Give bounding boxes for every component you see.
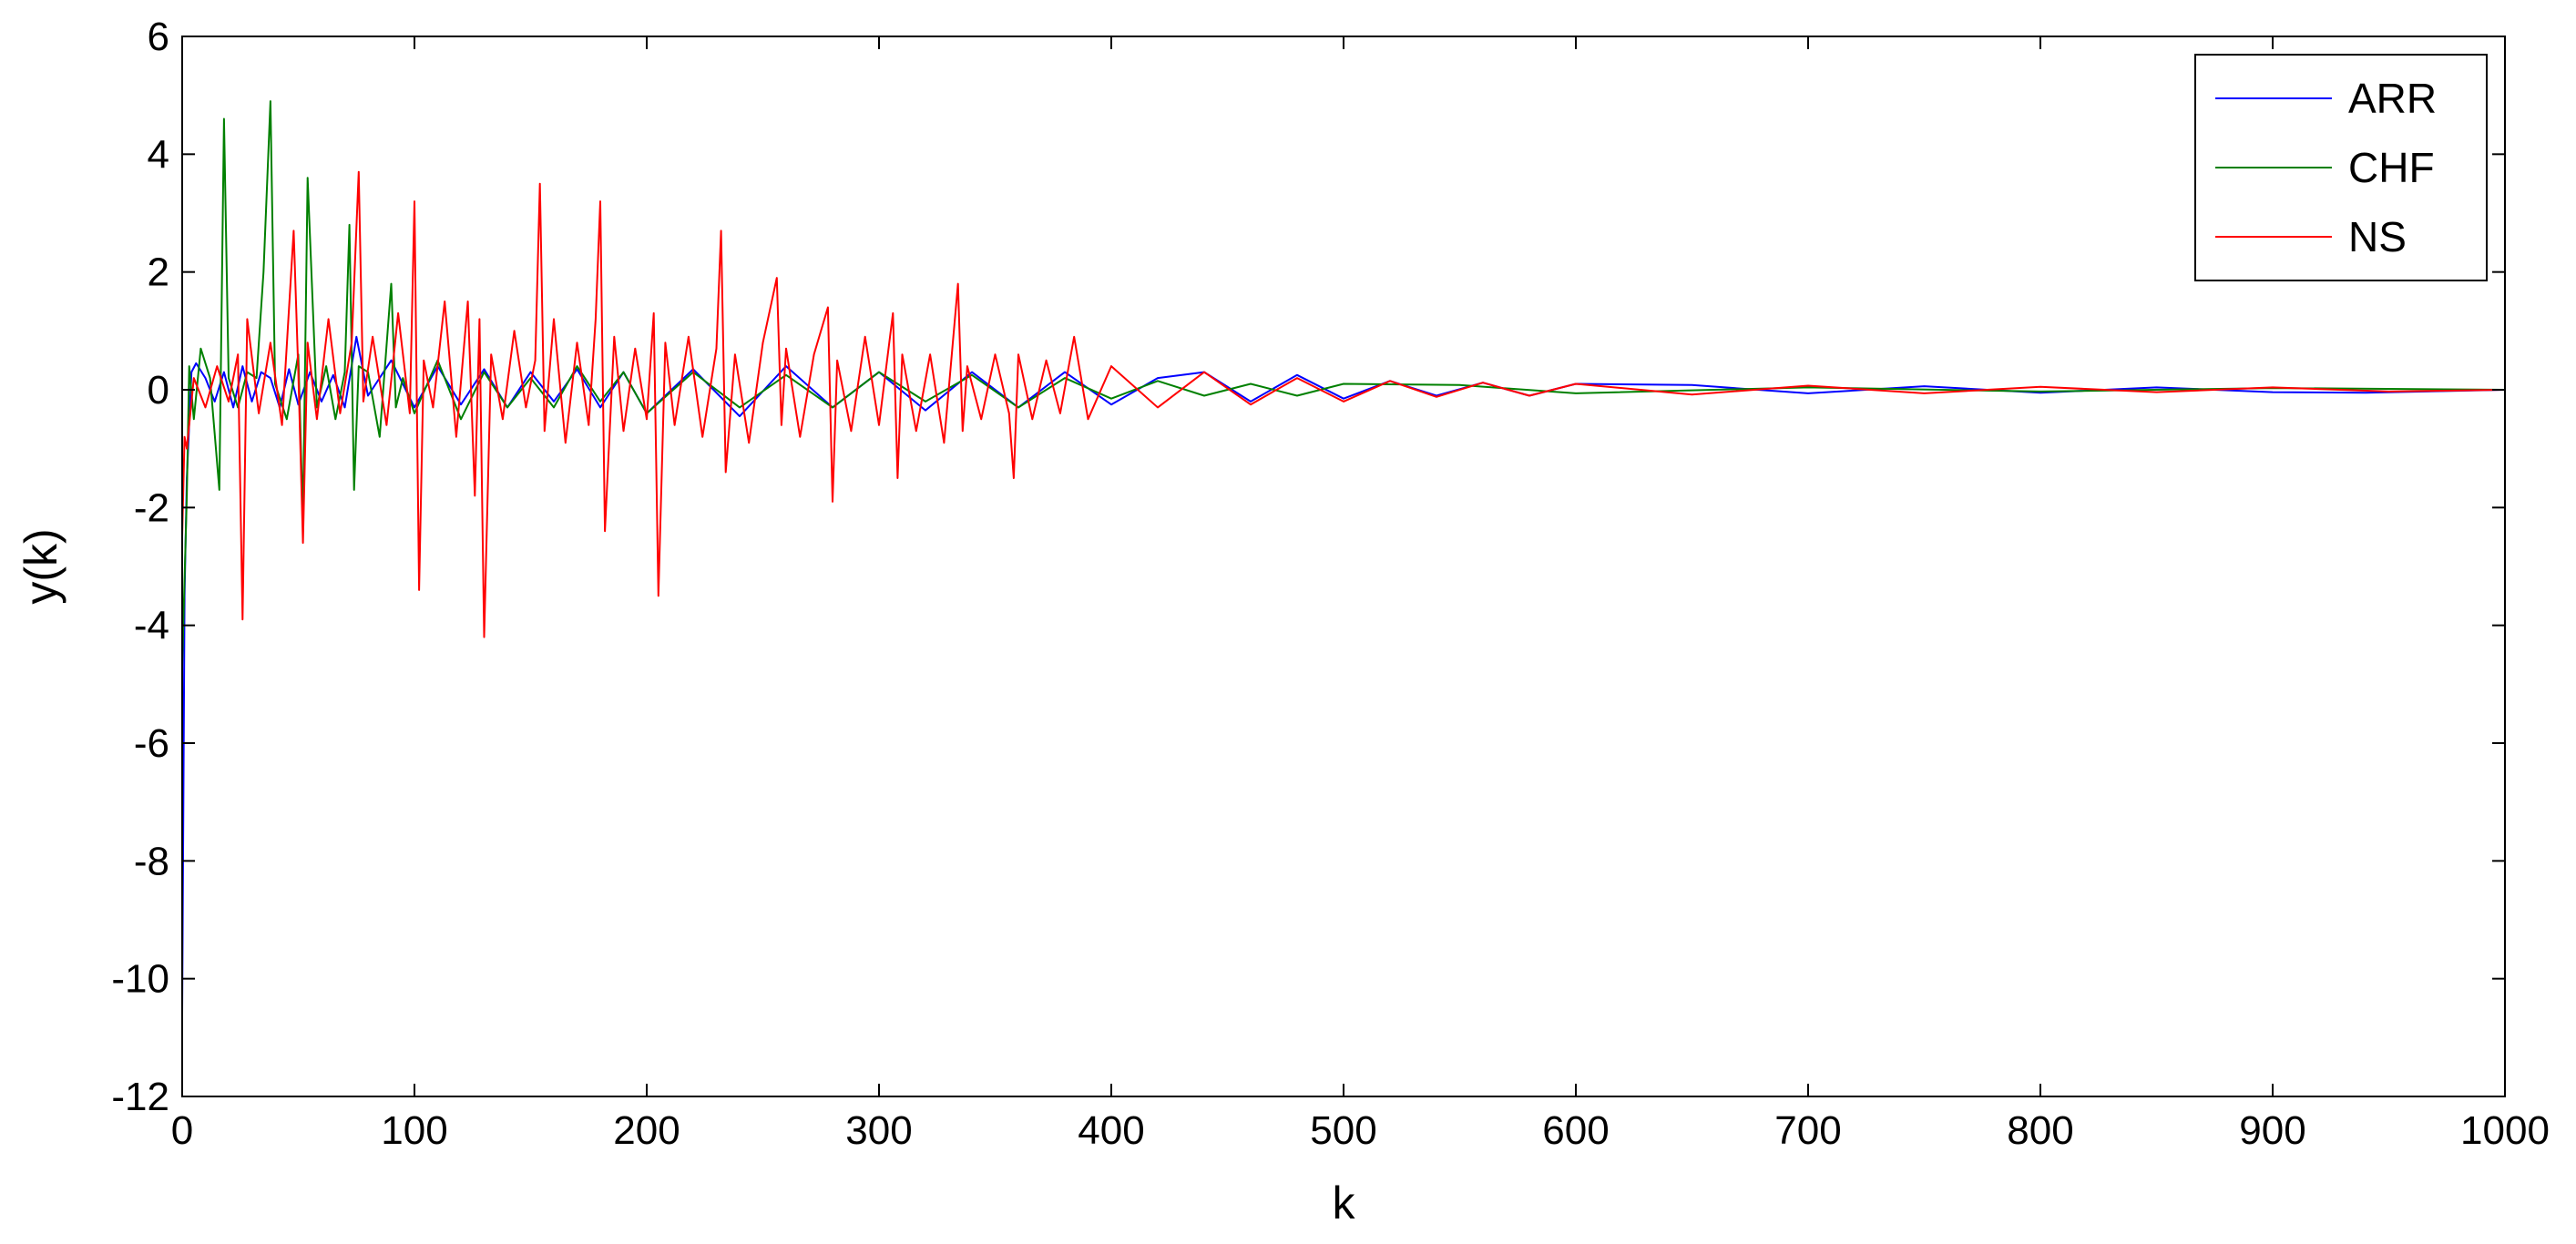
series-line-ns (182, 170, 2505, 638)
y-tick-label: 4 (148, 132, 169, 177)
series-line-chf (182, 100, 2505, 667)
plot-area (182, 36, 2505, 1096)
x-tick-label: 1000 (2460, 1108, 2550, 1153)
legend: ARR CHF NS (2194, 54, 2488, 281)
x-tick-label: 400 (1078, 1108, 1144, 1153)
x-tick-label: 700 (1774, 1108, 1841, 1153)
x-tick-label: 600 (1542, 1108, 1609, 1153)
ticks-layer: 0 100 200 300 400 500 600 700 800 900 1000 6 4 2 0 -2 -4… (111, 15, 2550, 1153)
y-axis-title: y(k) (15, 528, 66, 604)
x-tick-label: 800 (2007, 1108, 2073, 1153)
y-tick-label: -8 (134, 839, 169, 883)
x-tick-label: 300 (845, 1108, 912, 1153)
series-layer (182, 100, 2505, 1015)
legend-label-ns: NS (2348, 213, 2407, 260)
y-tick-label: 0 (148, 368, 169, 413)
plot-frame (181, 36, 2506, 1097)
legend-label-chf: CHF (2348, 144, 2435, 191)
x-tick-label: 100 (381, 1108, 447, 1153)
y-tick-label: -10 (111, 957, 169, 1002)
y-tick-label: 2 (148, 250, 169, 295)
y-tick-label: -4 (134, 604, 169, 648)
x-axis-title: k (1333, 1178, 1356, 1229)
x-tick-label: 500 (1310, 1108, 1376, 1153)
y-tick-label: -2 (134, 485, 169, 530)
x-tick-label: 900 (2239, 1108, 2305, 1153)
y-tick-label: 6 (148, 15, 169, 59)
x-tick-label: 200 (613, 1108, 680, 1153)
legend-label-arr: ARR (2348, 75, 2437, 122)
y-tick-label: -12 (111, 1075, 169, 1119)
x-tick-label: 0 (171, 1108, 193, 1153)
y-tick-label: -6 (134, 721, 169, 766)
